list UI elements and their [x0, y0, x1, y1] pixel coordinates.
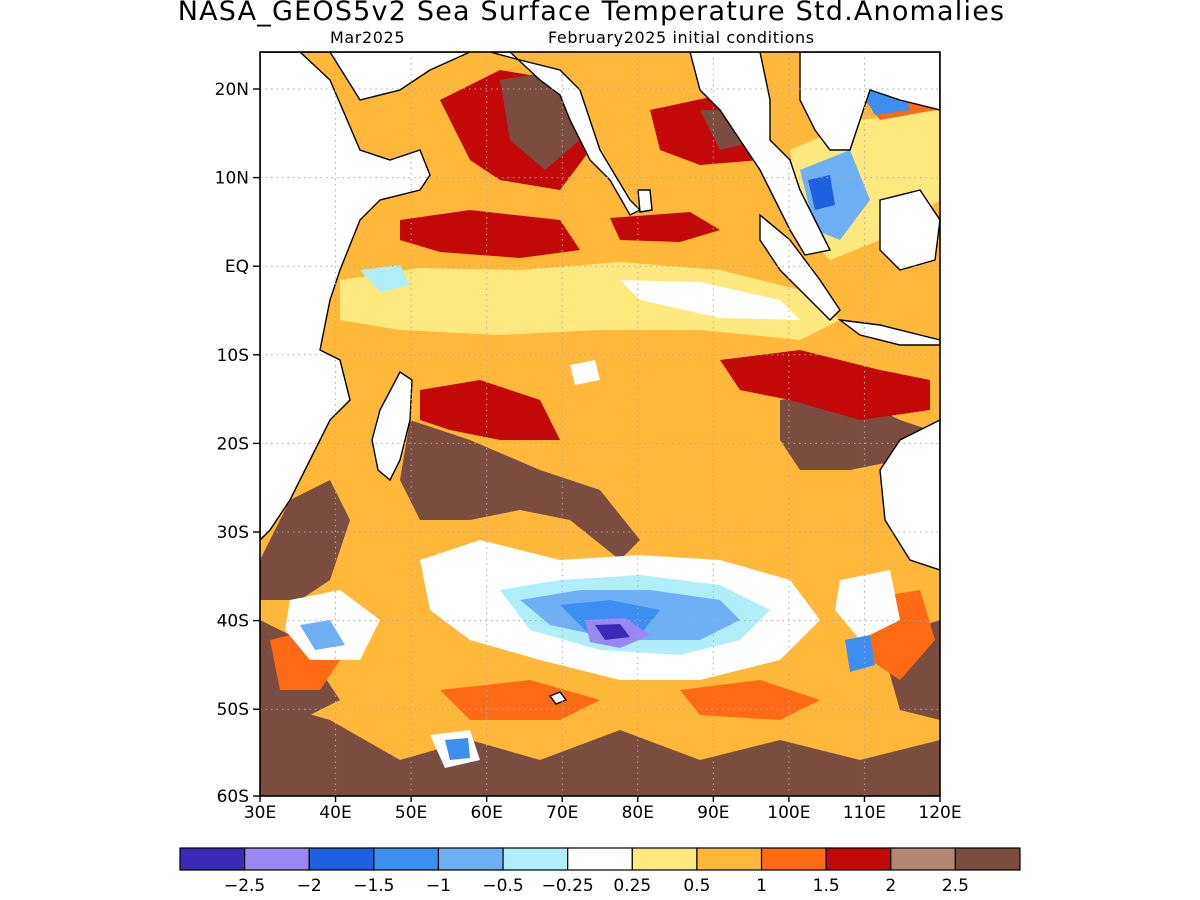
lon-label: 50E	[395, 803, 427, 823]
colorbar-label: 0.5	[683, 876, 710, 896]
colorbar-swatch	[308, 847, 375, 871]
initial-conditions: February2025 initial conditions	[548, 28, 815, 47]
lat-label: 30S	[217, 523, 249, 543]
colorbar-label: −1	[426, 876, 451, 896]
lon-label: 90E	[697, 803, 729, 823]
colorbar-swatch	[373, 847, 440, 871]
colorbar-swatch	[244, 847, 310, 871]
lat-label: EQ	[225, 257, 249, 277]
colorbar-swatch	[567, 847, 633, 871]
sst-anomaly-field	[260, 52, 940, 796]
land-masses	[260, 52, 940, 705]
colorbar: −2.5 −2 −1.5 −1 −0.5 −0.25 0.25 0.5 1 1.5 2 2.5	[179, 847, 1021, 896]
lat-label: 60S	[217, 787, 249, 807]
latitude-axis: 20N 10N EQ 10S 20S 30S 40S 50S 60S	[215, 80, 260, 807]
lon-label: 40E	[319, 803, 351, 823]
lat-label: 10S	[217, 346, 249, 366]
forecast-month: Mar2025	[330, 28, 406, 47]
colorbar-swatch	[954, 847, 1021, 871]
colorbar-swatch	[437, 847, 504, 871]
lon-label: 30E	[244, 803, 276, 823]
colorbar-swatch	[696, 847, 763, 871]
colorbar-label: −1.5	[353, 876, 394, 896]
lon-label: 80E	[622, 803, 654, 823]
colorbar-label: −0.25	[542, 876, 594, 896]
map-frame	[259, 51, 941, 797]
colorbar-label: 2.5	[942, 876, 969, 896]
lon-label: 100E	[767, 803, 810, 823]
colorbar-label: 2	[885, 876, 896, 896]
lon-label: 120E	[918, 803, 961, 823]
colorbar-swatch	[825, 847, 892, 871]
colorbar-swatch	[179, 847, 246, 871]
colorbar-label: 0.25	[613, 876, 651, 896]
lon-label: 60E	[470, 803, 502, 823]
colorbar-swatch	[760, 847, 827, 871]
lon-label: 70E	[546, 803, 578, 823]
chart-title: NASA_GEOS5v2 Sea Surface Temperature Std…	[177, 0, 1006, 27]
colorbar-label: −2	[297, 876, 322, 896]
lat-label: 10N	[215, 169, 249, 189]
lat-label: 40S	[217, 612, 249, 632]
colorbar-label: 1.5	[813, 876, 840, 896]
lat-label: 20N	[215, 80, 249, 100]
lat-label: 20S	[217, 434, 249, 454]
lat-lon-grid	[260, 52, 940, 796]
longitude-axis: 30E 40E 50E 60E 70E 80E 90E 100E 110E 120E	[244, 796, 962, 823]
lat-label: 50S	[217, 700, 249, 720]
colorbar-label: −0.5	[482, 876, 523, 896]
colorbar-label: 1	[756, 876, 767, 896]
colorbar-swatch	[502, 847, 569, 871]
colorbar-swatch	[890, 847, 956, 871]
lon-label: 110E	[843, 803, 886, 823]
colorbar-swatch	[631, 847, 698, 871]
colorbar-label: −2.5	[224, 876, 265, 896]
